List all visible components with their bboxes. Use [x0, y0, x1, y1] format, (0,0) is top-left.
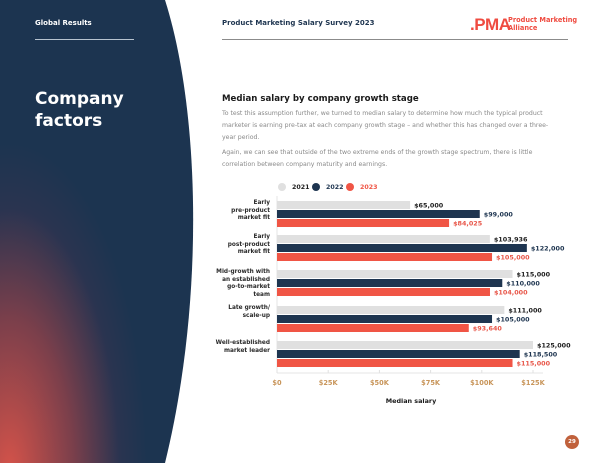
bar-value-label: $122,000 — [531, 245, 565, 253]
category-label-line: team — [253, 291, 270, 298]
sidebar-background — [0, 0, 194, 463]
bar-value-label: $118,500 — [524, 351, 558, 359]
category-label: Well-established market leader — [190, 340, 270, 355]
bar-2022 — [277, 244, 527, 252]
bar-value-label: $103,936 — [494, 236, 528, 244]
bar-value-label: $105,000 — [496, 254, 530, 262]
bar-value-label: $110,000 — [506, 280, 540, 288]
x-tick-label: $100K — [470, 379, 494, 387]
bar-value-label: $111,000 — [508, 307, 542, 315]
x-axis-title: Median salary — [386, 397, 437, 405]
x-tick-label: $75K — [421, 379, 441, 387]
category-label: Early post-product market fit — [190, 234, 270, 257]
section-header: Global Results — [35, 19, 92, 27]
category-label: Early pre-product market fit — [190, 200, 270, 223]
bar-value-label: $84,025 — [453, 220, 482, 228]
bar-value-label: $125,000 — [537, 342, 571, 350]
header-divider-left — [35, 39, 134, 40]
bar-2022 — [277, 210, 480, 218]
bar-2023 — [277, 288, 490, 296]
bar-2021 — [277, 306, 505, 314]
category-label-line: go-to-market — [227, 284, 270, 291]
category-label-line: market fit — [237, 249, 270, 256]
category-label-line: post-product — [227, 241, 270, 248]
page-title: Company factors — [35, 89, 124, 131]
bar-value-label: $115,000 — [517, 360, 551, 368]
bar-value-label: $105,000 — [496, 316, 530, 324]
legend-item-2023: 2023 — [346, 183, 378, 191]
legend-swatch-2021 — [278, 183, 286, 191]
report-title: Product Marketing Salary Survey 2023 — [222, 19, 375, 27]
legend-item-2022: 2022 — [312, 183, 344, 191]
sidebar-panel — [0, 0, 230, 463]
legend-label-2023: 2023 — [360, 183, 378, 191]
bar-2023 — [277, 324, 469, 332]
logo-text-line2: Alliance — [508, 24, 538, 32]
legend-swatch-2022 — [312, 183, 320, 191]
category-label-line: an established — [222, 276, 270, 283]
summary-paragraph: Again, we can see that outside of the tw… — [222, 149, 533, 168]
category-label-line: Well-established — [215, 340, 270, 346]
category-label-line: pre-product — [231, 207, 270, 214]
legend-swatch-2023 — [346, 183, 354, 191]
legend-item-2021: 2021 — [278, 183, 310, 191]
x-tick-label: $0 — [272, 379, 282, 387]
category-label: Mid-growth with an established go-to-marke… — [190, 269, 270, 299]
bar-value-label: $99,000 — [484, 211, 514, 219]
logo-text-line1: Product Marketing — [508, 16, 578, 24]
category-label-line: Early — [253, 234, 271, 240]
category-label-line: scale-up — [242, 312, 270, 319]
bar-2021 — [277, 235, 490, 243]
bar-2022 — [277, 279, 503, 287]
page-number: 29 — [565, 435, 579, 449]
header-divider — [222, 39, 568, 40]
category-label-line: market fit — [237, 215, 270, 222]
bar-2023 — [277, 359, 513, 367]
x-tick-label: $25K — [319, 379, 339, 387]
pma-logo-text: Product Marketing Alliance — [508, 16, 577, 32]
category-label: Late growth/scale-up — [190, 305, 270, 320]
category-label-line: Early — [253, 200, 271, 206]
legend-label-2022: 2022 — [326, 183, 344, 191]
bar-2023 — [277, 219, 450, 227]
bar-2021 — [277, 270, 513, 278]
x-tick-label: $125K — [521, 379, 545, 387]
bar-value-label: $115,000 — [517, 271, 551, 279]
x-tick-label: $50K — [370, 379, 390, 387]
intro-paragraph: To test this assumption further, we turn… — [222, 110, 549, 141]
bar-value-label: $104,000 — [494, 289, 528, 297]
bar-2022 — [277, 350, 520, 358]
bar-value-label: $65,000 — [414, 202, 444, 210]
category-label-line: Mid-growth with — [216, 269, 270, 275]
bar-2022 — [277, 315, 493, 323]
bar-2021 — [277, 341, 533, 349]
bar-2021 — [277, 201, 411, 209]
legend-label-2021: 2021 — [292, 183, 310, 191]
pma-logo-mark: .PMA — [470, 15, 511, 34]
category-label-line: market leader — [223, 347, 270, 354]
bar-2023 — [277, 253, 493, 261]
bar-value-label: $93,640 — [473, 325, 503, 333]
chart-title: Median salary by company growth stage — [222, 94, 419, 104]
category-label-line: Late growth/ — [228, 305, 270, 311]
